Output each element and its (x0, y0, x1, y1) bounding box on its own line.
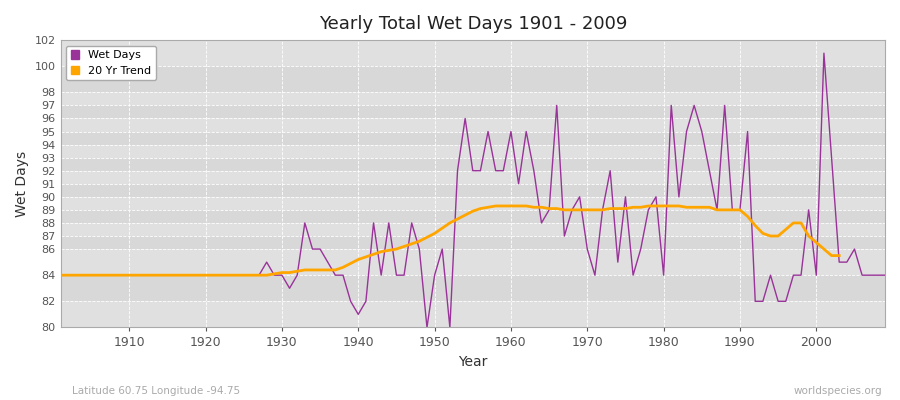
Bar (60, 92, 885, 106)
Wet Days (513, 181, 524, 186)
Bar (60, 223, 885, 236)
20 Yr Trend (55, 273, 66, 278)
Bar (60, 275, 885, 301)
Line: Wet Days: Wet Days (60, 53, 885, 328)
20 Yr Trend (765, 234, 776, 238)
Title: Yearly Total Wet Days 1901 - 2009: Yearly Total Wet Days 1901 - 2009 (319, 15, 627, 33)
Bar (60, 301, 885, 328)
Bar (60, 158, 885, 171)
Bar (60, 66, 885, 92)
X-axis label: Year: Year (458, 355, 488, 369)
Wet Days (605, 168, 616, 173)
Bar (60, 171, 885, 184)
20 Yr Trend (788, 220, 799, 225)
Wet Days (879, 273, 890, 278)
Bar (60, 132, 885, 144)
Bar (60, 106, 885, 118)
Line: 20 Yr Trend: 20 Yr Trend (60, 206, 839, 275)
20 Yr Trend (833, 253, 844, 258)
Bar (60, 210, 885, 223)
20 Yr Trend (491, 204, 501, 208)
Wet Days (55, 273, 66, 278)
Y-axis label: Wet Days: Wet Days (15, 151, 29, 217)
20 Yr Trend (750, 223, 760, 228)
20 Yr Trend (513, 204, 524, 208)
Wet Days (116, 273, 127, 278)
Wet Days (284, 286, 295, 291)
Wet Days (330, 273, 341, 278)
Bar (60, 249, 885, 275)
Text: worldspecies.org: worldspecies.org (794, 386, 882, 396)
Text: Latitude 60.75 Longitude -94.75: Latitude 60.75 Longitude -94.75 (72, 386, 240, 396)
Wet Days (506, 129, 517, 134)
Bar (60, 40, 885, 66)
Wet Days (818, 51, 829, 56)
20 Yr Trend (773, 234, 784, 238)
Wet Days (421, 325, 432, 330)
Bar (60, 197, 885, 210)
Bar (60, 184, 885, 197)
Bar (60, 118, 885, 132)
Bar (60, 144, 885, 158)
20 Yr Trend (269, 272, 280, 276)
Bar (60, 236, 885, 249)
Legend: Wet Days, 20 Yr Trend: Wet Days, 20 Yr Trend (66, 46, 156, 80)
